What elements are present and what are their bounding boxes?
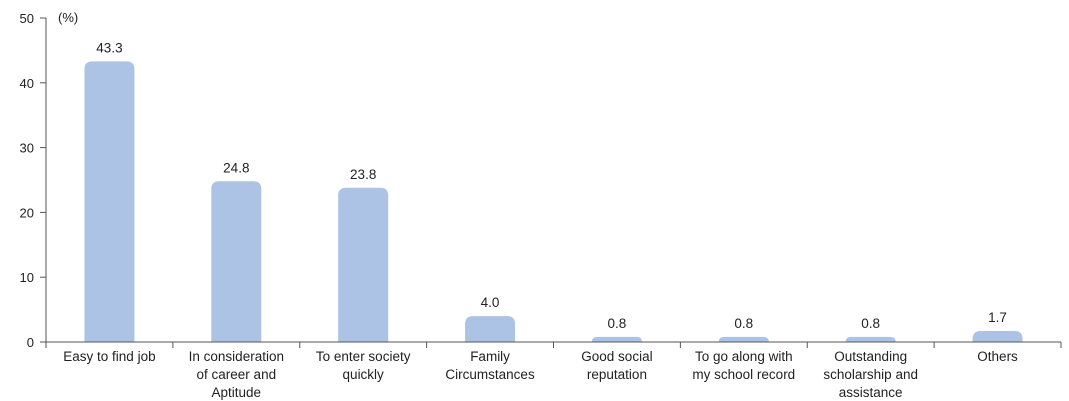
x-category-label-line: Others [977,349,1018,364]
y-axis: 0 10 20 30 40 50 [20,11,47,350]
x-category-label-line: scholarship and [823,367,918,382]
x-category-label-line: assistance [839,385,903,400]
x-category-label: Good social reputation [581,349,652,382]
bar-value-label: 43.3 [96,40,122,55]
bar-value-label: 4.0 [481,295,500,310]
bar-value-label: 0.8 [734,316,753,331]
y-tick-label: 0 [27,335,34,350]
x-category-label-line: quickly [343,367,385,382]
y-tick-label: 30 [20,141,34,156]
bar [591,336,642,342]
y-tick-label: 20 [20,205,34,220]
x-axis: Easy to find job In consideration of caree… [45,341,1062,400]
bar [845,336,896,342]
x-category-label-line: Family [470,349,510,364]
x-category-label: To go along with my school record [692,349,795,382]
x-category-label-line: Aptitude [212,385,262,400]
bar [465,316,516,342]
x-category-label: Others [977,349,1018,364]
x-category-label-line: In consideration [189,349,284,364]
x-category-label: Family Circumstances [445,349,535,382]
bar [211,181,262,342]
bar-value-label: 0.8 [608,316,627,331]
bar [338,187,389,342]
x-category-label-line: To go along with [695,349,793,364]
x-category-label-line: my school record [692,367,795,382]
bars-group: 43.3 24.8 23.8 4.0 0.8 0.8 0.8 1.7 [84,40,1023,342]
x-category-label: To enter society quickly [316,349,411,382]
x-category-label: Easy to find job [63,349,155,364]
bar-value-label: 1.7 [988,310,1007,325]
x-category-label-line: Good social [581,349,652,364]
bar-value-label: 23.8 [350,167,376,182]
x-category-label-line: Outstanding [834,349,907,364]
x-category-label-line: Easy to find job [63,349,155,364]
bar-value-label: 24.8 [223,160,249,175]
x-category-label: In consideration of career and Aptitude [189,349,284,400]
x-category-label-line: reputation [587,367,647,382]
x-category-label-line: To enter society [316,349,411,364]
bar [972,330,1023,342]
y-tick-label: 10 [20,270,34,285]
bar-value-label: 0.8 [861,316,880,331]
x-category-label-line: Circumstances [445,367,535,382]
x-category-label-line: of career and [197,367,277,382]
x-category-label: Outstanding scholarship and assistance [823,349,918,400]
bar [718,336,769,342]
y-tick-label: 40 [20,76,34,91]
y-tick-label: 50 [20,11,34,26]
bar [84,61,135,342]
y-unit-label: (%) [58,10,78,25]
